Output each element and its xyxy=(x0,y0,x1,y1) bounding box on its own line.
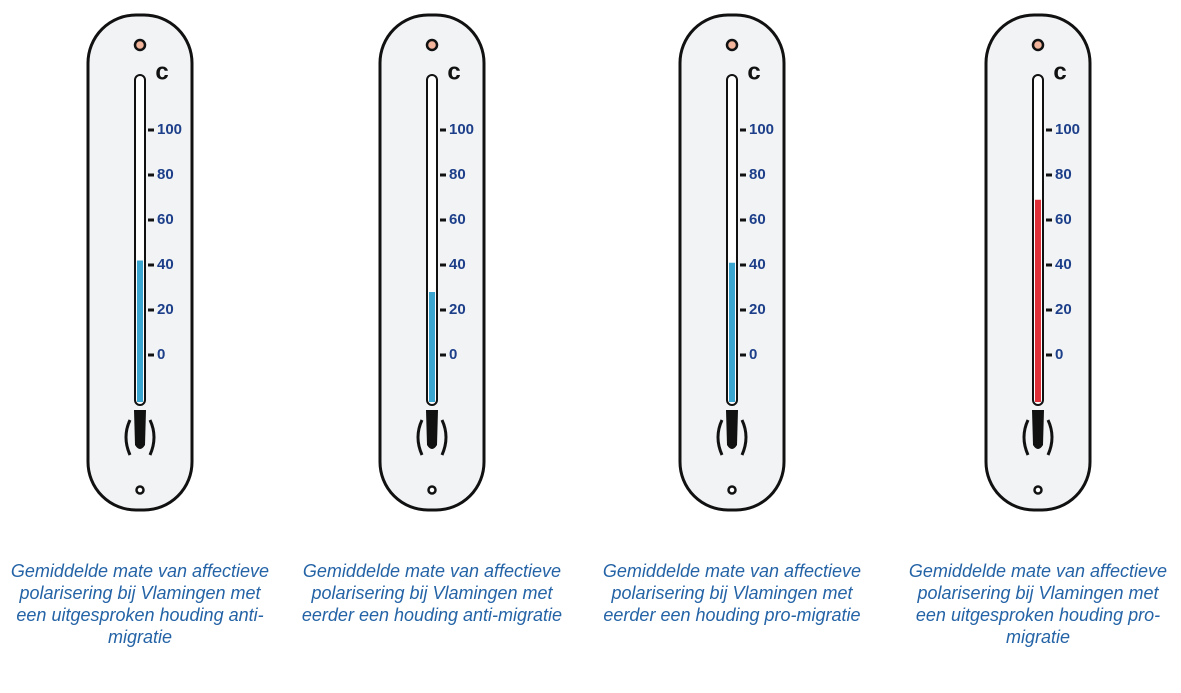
tick-label: 100 xyxy=(449,121,474,138)
mercury xyxy=(137,260,143,402)
tick-label: 60 xyxy=(1055,211,1072,228)
mercury xyxy=(729,262,735,402)
tick-label: 80 xyxy=(1055,166,1072,183)
bulb-bracket xyxy=(124,419,156,456)
tick-label: 100 xyxy=(749,121,774,138)
hanging-hole xyxy=(133,38,147,52)
tick-label: 0 xyxy=(449,346,457,363)
tick-label: 20 xyxy=(157,301,174,318)
bulb xyxy=(426,410,438,449)
bulb-bracket xyxy=(1022,419,1054,456)
tick-label: 20 xyxy=(449,301,466,318)
screw-hole xyxy=(1033,485,1043,495)
caption: Gemiddelde mate van affectieve polariser… xyxy=(10,561,270,647)
tick-label: 100 xyxy=(1055,121,1080,138)
tick-label: 100 xyxy=(157,121,182,138)
unit-label: c xyxy=(447,58,460,85)
hanging-hole xyxy=(725,38,739,52)
mercury xyxy=(429,292,435,402)
tick-label: 80 xyxy=(749,166,766,183)
tick-label: 40 xyxy=(1055,256,1072,273)
tick-label: 40 xyxy=(449,256,466,273)
tick-label: 60 xyxy=(449,211,466,228)
unit-label: c xyxy=(1053,58,1066,85)
screw-hole xyxy=(727,485,737,495)
screw-hole xyxy=(135,485,145,495)
screw-hole xyxy=(427,485,437,495)
tick-label: 0 xyxy=(1055,346,1063,363)
hanging-hole xyxy=(1031,38,1045,52)
unit-label: c xyxy=(155,58,168,85)
tick-label: 40 xyxy=(749,256,766,273)
bulb xyxy=(134,410,146,449)
tick-label: 40 xyxy=(157,256,174,273)
caption: Gemiddelde mate van affectieve polariser… xyxy=(908,561,1168,647)
tick-label: 0 xyxy=(749,346,757,363)
bulb xyxy=(1032,410,1044,449)
caption: Gemiddelde mate van affectieve polariser… xyxy=(602,561,862,625)
tick-label: 20 xyxy=(749,301,766,318)
tick-label: 0 xyxy=(157,346,165,363)
bulb-bracket xyxy=(716,419,748,456)
caption: Gemiddelde mate van affectieve polariser… xyxy=(301,561,563,625)
unit-label: c xyxy=(747,58,760,85)
bulb xyxy=(726,410,738,449)
hanging-hole xyxy=(425,38,439,52)
tick-label: 80 xyxy=(449,166,466,183)
tick-label: 60 xyxy=(749,211,766,228)
tick-label: 60 xyxy=(157,211,174,228)
mercury xyxy=(1035,199,1041,402)
bulb-bracket xyxy=(416,419,448,456)
tick-label: 20 xyxy=(1055,301,1072,318)
tick-label: 80 xyxy=(157,166,174,183)
